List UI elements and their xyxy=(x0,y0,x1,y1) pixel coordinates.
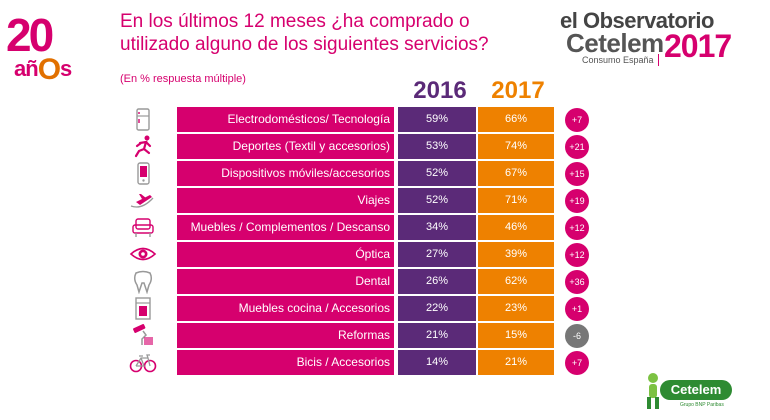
anniversary-word-a: añ xyxy=(14,56,39,81)
value-2017: 21% xyxy=(478,350,554,375)
difference-badge: +7 xyxy=(565,108,589,132)
anniversary-word: añOs xyxy=(14,50,72,86)
eye-icon xyxy=(129,247,157,261)
value-2017: 71% xyxy=(478,188,554,213)
table-row: Deportes (Textil y accesorios) 53% 74% +21 xyxy=(0,134,770,159)
difference-badge: +36 xyxy=(565,270,589,294)
brand-separator xyxy=(658,54,659,66)
paint-roller-icon xyxy=(133,323,153,345)
page-title: En los últimos 12 meses ¿ha comprado o u… xyxy=(120,11,489,55)
anniversary-logo: 20 añOs xyxy=(6,9,106,86)
value-2016: 52% xyxy=(398,188,476,213)
value-2016: 53% xyxy=(398,134,476,159)
table-row: Dental 26% 62% +36 xyxy=(0,269,770,294)
value-2016: 52% xyxy=(398,161,476,186)
table-row: Óptica 27% 39% +12 xyxy=(0,242,770,267)
runner-icon xyxy=(134,135,152,158)
tooth-icon xyxy=(133,270,153,294)
anniversary-word-o: O xyxy=(37,53,61,86)
mobile-phone-icon xyxy=(137,162,150,185)
category-label: Óptica xyxy=(177,242,394,267)
category-label: Muebles / Complementos / Descanso xyxy=(177,215,394,240)
brand-cetelem: Cetelem xyxy=(566,28,664,58)
category-label: Bicis / Accesorios xyxy=(177,350,394,375)
category-label: Reformas xyxy=(177,323,394,348)
value-2017: 66% xyxy=(478,107,554,132)
value-2016: 14% xyxy=(398,350,476,375)
armchair-icon xyxy=(132,218,154,237)
oven-icon xyxy=(135,297,151,320)
category-label: Muebles cocina / Accesorios xyxy=(177,296,394,321)
difference-badge: +21 xyxy=(565,135,589,159)
brand-observatorio: Observatorio xyxy=(582,8,714,33)
category-label: Deportes (Textil y accesorios) xyxy=(177,134,394,159)
difference-badge: -6 xyxy=(565,324,589,348)
value-2016: 26% xyxy=(398,269,476,294)
difference-badge: +12 xyxy=(565,216,589,240)
value-2017: 23% xyxy=(478,296,554,321)
category-label: Electrodomésticos/ Tecnología xyxy=(177,107,394,132)
cetelem-tagline: Grupo BNP Paribas xyxy=(680,402,724,408)
table-row: Electrodomésticos/ Tecnología 59% 66% +7 xyxy=(0,107,770,132)
table-row: Muebles cocina / Accesorios 22% 23% +1 xyxy=(0,296,770,321)
brand-line1: el Observatorio xyxy=(560,8,714,34)
column-header-2016: 2016 xyxy=(413,77,467,104)
value-2016: 59% xyxy=(398,107,476,132)
anniversary-word-s: s xyxy=(60,56,72,81)
difference-badge: +1 xyxy=(565,297,589,321)
table-row: Viajes 52% 71% +19 xyxy=(0,188,770,213)
table-row: Muebles / Complementos / Descanso 34% 46% +… xyxy=(0,215,770,240)
difference-badge: +15 xyxy=(565,162,589,186)
brand-year: 2017 xyxy=(664,28,732,64)
value-2017: 74% xyxy=(478,134,554,159)
value-2016: 21% xyxy=(398,323,476,348)
cetelem-wordmark: Cetelem xyxy=(660,380,732,400)
brand-el: el xyxy=(560,8,578,33)
brand-consumo: Consumo España xyxy=(582,55,654,65)
plane-icon xyxy=(130,194,154,208)
page-subtitle: (En % respuesta múltiple) xyxy=(120,73,246,85)
value-2017: 46% xyxy=(478,215,554,240)
cetelem-mascot-icon xyxy=(647,373,659,409)
value-2017: 15% xyxy=(478,323,554,348)
column-header-2017: 2017 xyxy=(491,77,545,104)
table-row: Bicis / Accesorios 14% 21% +7 xyxy=(0,350,770,375)
table-row: Dispositivos móviles/accesorios 52% 67% +15 xyxy=(0,161,770,186)
category-label: Dental xyxy=(177,269,394,294)
value-2016: 34% xyxy=(398,215,476,240)
value-2016: 27% xyxy=(398,242,476,267)
fridge-icon xyxy=(136,108,150,131)
value-2017: 62% xyxy=(478,269,554,294)
anniversary-number: 20 xyxy=(6,9,54,61)
observatorio-logo: el Observatorio Cetelem 2017 Consumo Esp… xyxy=(560,8,765,70)
value-2017: 39% xyxy=(478,242,554,267)
value-2016: 22% xyxy=(398,296,476,321)
value-2017: 67% xyxy=(478,161,554,186)
bicycle-icon xyxy=(129,354,157,373)
table-row: Reformas 21% 15% -6 xyxy=(0,323,770,348)
difference-badge: +19 xyxy=(565,189,589,213)
category-label: Dispositivos móviles/accesorios xyxy=(177,161,394,186)
category-label: Viajes xyxy=(177,188,394,213)
difference-badge: +12 xyxy=(565,243,589,267)
difference-badge: +7 xyxy=(565,351,589,375)
cetelem-logo: Cetelem Grupo BNP Paribas xyxy=(640,372,740,412)
